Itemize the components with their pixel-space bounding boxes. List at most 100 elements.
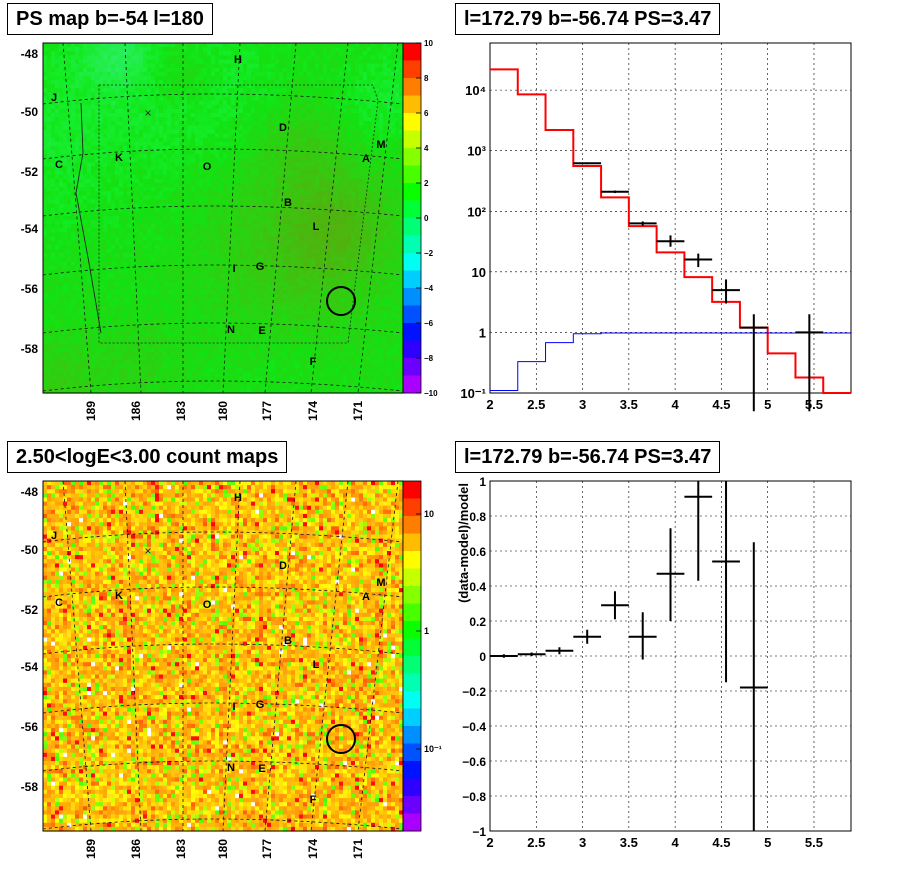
- latitude-line: [42, 264, 404, 276]
- source-label: J: [51, 92, 57, 104]
- cross-marker: ×: [144, 106, 151, 120]
- map-panel: -48 -50 -52 -54 -56 -58 189 186 183 180 177 174 171 H…: [21, 480, 442, 859]
- map-xtick-label: 180: [216, 401, 230, 421]
- ytick-label: 0.4: [469, 580, 486, 594]
- map-ytick-label: -54: [21, 222, 39, 236]
- cross-marker: ×: [144, 544, 151, 558]
- ytick-label: 10⁻¹: [460, 386, 486, 401]
- colorbar-bin: [403, 551, 421, 569]
- colorbar-bin: [403, 516, 421, 534]
- colorbar-bin: [403, 340, 421, 359]
- colorbar-bin: [403, 218, 421, 236]
- colorbar-bin: [403, 183, 421, 201]
- colorbar-bin: [403, 358, 421, 376]
- latitude-line: [42, 380, 404, 392]
- colorbar-bin: [403, 708, 421, 727]
- residual-panel: 2 2.5 3 3.5 4 4.5 5 5.5 −1 −0.8 −0.6 −0.4 −0.2 0 0.2 0.…: [456, 475, 852, 850]
- map-ytick-label: -50: [21, 105, 39, 119]
- colorbar-bin: [403, 533, 421, 552]
- colorbar-bin: [403, 761, 421, 779]
- ytick-label: −0.4: [462, 720, 486, 734]
- ytick-label: 1: [479, 325, 486, 340]
- map-ytick-label: -56: [21, 282, 39, 296]
- colorbar-bin: [403, 796, 421, 814]
- colorbar-label: −10: [424, 389, 438, 398]
- longitude-line: [222, 480, 241, 832]
- longitude-line: [310, 480, 349, 832]
- latitude-line: [42, 702, 404, 714]
- colorbar-label: −6: [424, 319, 434, 328]
- source-label: A: [362, 591, 370, 603]
- colorbar-bin: [403, 253, 421, 271]
- xtick-label: 4.5: [712, 397, 730, 412]
- colorbar-label: 10: [424, 509, 434, 519]
- ytick-label: 10²: [467, 204, 486, 219]
- source-label: E: [258, 325, 265, 337]
- map-xtick-label: 186: [129, 401, 143, 421]
- xtick-label: 5.5: [805, 397, 823, 412]
- map-panel: -48 -50 -52 -54 -56 -58 189 186 183 180 177 174 171 H…: [21, 39, 438, 421]
- ytick-label: 0: [479, 650, 486, 664]
- source-label: D: [279, 560, 287, 572]
- source-label: L: [313, 221, 320, 233]
- colorbar-bin: [403, 813, 421, 832]
- region-outline: [98, 84, 379, 344]
- colorbar-bin: [403, 603, 421, 622]
- source-label: E: [258, 763, 265, 775]
- xtick-label: 4: [672, 835, 680, 850]
- source-label: G: [256, 261, 265, 273]
- latitude-line: [42, 93, 404, 105]
- longitude-line: [264, 480, 297, 832]
- map-ytick-label: -56: [21, 720, 39, 734]
- map-xtick-label: 183: [174, 839, 188, 859]
- map-ytick-label: -48: [21, 485, 39, 499]
- colorbar-bin: [403, 621, 421, 639]
- panel-title-countmap: 2.50<logE<3.00 count maps: [7, 441, 288, 473]
- colorbar-bin: [403, 778, 421, 797]
- ytick-label: 10: [472, 265, 486, 280]
- colorbar-label: 2: [424, 179, 429, 188]
- longitude-line: [357, 42, 399, 394]
- xtick-label: 3: [579, 835, 586, 850]
- colorbar-bin: [403, 165, 421, 184]
- map-xtick-label: 177: [260, 401, 274, 421]
- colorbar-bin: [403, 148, 421, 166]
- ytick-label: 0.2: [469, 615, 486, 629]
- map-xtick-label: 174: [306, 401, 320, 421]
- colorbar-bin: [403, 235, 421, 254]
- source-label: B: [284, 635, 292, 647]
- map-ytick-label: -52: [21, 165, 39, 179]
- map-ytick-label: -50: [21, 543, 39, 557]
- latitude-line: [42, 586, 404, 598]
- longitude-line: [310, 42, 349, 394]
- source-label: C: [55, 159, 63, 171]
- colorbar-bin: [403, 375, 421, 394]
- colorbar-label: 4: [424, 144, 429, 153]
- map-xtick-label: 180: [216, 839, 230, 859]
- longitude-line: [124, 42, 142, 394]
- colorbar-bin: [403, 726, 421, 744]
- source-label: H: [234, 54, 242, 66]
- map-ytick-label: -54: [21, 660, 39, 674]
- source-label: N: [227, 324, 235, 336]
- model-histogram: [490, 68, 851, 395]
- colorbar-bin: [403, 43, 421, 61]
- source-label: B: [284, 197, 292, 209]
- longitude-line: [62, 480, 92, 832]
- source-label: M: [376, 577, 385, 589]
- longitude-line: [357, 480, 399, 832]
- colorbar-bin: [403, 586, 421, 604]
- source-circle: [326, 286, 356, 316]
- source-label: J: [51, 530, 57, 542]
- colorbar-bin: [403, 743, 421, 762]
- colorbar-bin: [403, 638, 421, 657]
- colorbar-bin: [403, 130, 421, 149]
- colorbar-bin: [403, 200, 421, 219]
- source-label: O: [203, 599, 212, 611]
- ytick-label: −1: [472, 825, 486, 839]
- colorbar-label: 0: [424, 214, 429, 223]
- map-xtick-label: 171: [351, 401, 365, 421]
- ytick-label: −0.2: [462, 685, 486, 699]
- source-label: D: [279, 122, 287, 134]
